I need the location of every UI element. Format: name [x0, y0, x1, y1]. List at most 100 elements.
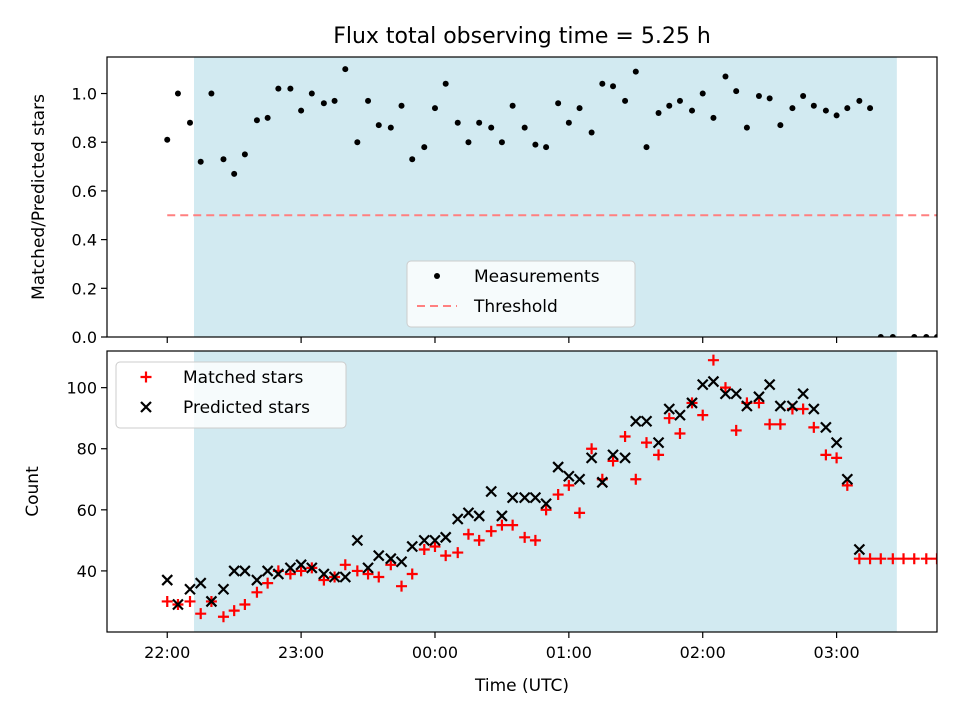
bottom-predicted-stars-point — [295, 559, 307, 571]
top-measurements-point — [543, 144, 550, 151]
top-measurements-point — [877, 334, 884, 337]
bottom-predicted-stars-point — [184, 583, 196, 596]
top-measurements-point — [331, 97, 338, 104]
bottom-matched-stars-point — [864, 553, 876, 565]
bottom-predicted-stars-point — [607, 449, 619, 461]
bottom-legend: Matched stars Predicted stars — [115, 361, 347, 429]
bottom-matched-stars-point — [586, 443, 598, 455]
bottom-matched-stars-point — [707, 354, 719, 366]
top-measurements-point — [375, 122, 382, 129]
bottom-matched-stars-point — [251, 586, 263, 598]
top-measurements-point — [509, 102, 516, 109]
bottom-predicted-stars-point — [820, 421, 832, 434]
bottom-predicted-stars-point — [529, 491, 542, 504]
bottom-matched-stars-point — [406, 568, 418, 580]
bottom-predicted-stars-point — [741, 400, 753, 412]
bottom-axes-frame — [106, 350, 938, 633]
bottom-predicted-stars-point — [328, 571, 341, 583]
bottom-matched-stars-point — [473, 534, 485, 546]
top-measurements-point — [588, 129, 595, 136]
bottom-predicted-stars-point — [686, 397, 698, 409]
bottom-predicted-stars-point — [830, 436, 843, 449]
bottom-ytick-label: 60 — [77, 501, 97, 520]
chart-title: Flux total observing time = 5.25 h — [333, 24, 711, 49]
bottom-predicted-stars-point — [841, 473, 854, 486]
bottom-matched-stars-point — [764, 418, 776, 430]
top-measurements-point — [532, 141, 539, 148]
top-plot: 0.0 0.2 0.4 0.6 0.8 1.0 Matched/Predicted star… — [29, 56, 938, 347]
bottom-predicted-stars-point — [719, 387, 732, 400]
bottom-matched-stars-point — [630, 473, 642, 485]
bottom-predicted-stars-point — [418, 534, 431, 547]
bottom-predicted-stars-point — [774, 400, 787, 412]
bottom-predicted-stars-point — [663, 403, 676, 415]
top-ylabel: Matched/Predicted stars — [29, 94, 49, 300]
top-legend-threshold-label: Threshold — [473, 297, 558, 317]
top-measurements-point — [889, 334, 896, 337]
top-measurements-point — [632, 68, 639, 75]
bottom-matched-stars-point — [774, 418, 786, 430]
top-measurements-point — [789, 105, 796, 112]
bottom-xtick-label: 03:00 — [814, 643, 860, 662]
bottom-matched-stars-point — [898, 553, 910, 565]
bottom-matched-stars-point — [908, 553, 920, 565]
bottom-matched-stars-point — [284, 568, 296, 580]
top-legend-measurements-label: Measurements — [474, 267, 600, 287]
top-ytick-label: 0.8 — [72, 133, 97, 152]
bottom-matched-stars-point — [540, 504, 552, 516]
bottom-predicted-stars-point — [205, 595, 218, 608]
top-measurements-point — [911, 334, 918, 337]
bottom-matched-stars-point — [920, 553, 932, 565]
top-measurements-point — [164, 136, 171, 143]
bottom-predicted-stars-point — [506, 491, 519, 504]
top-measurements-point — [174, 90, 181, 97]
bottom-matched-stars-point — [831, 452, 843, 464]
bottom-matched-stars-point — [239, 599, 251, 611]
bottom-xtick-label: 22:00 — [144, 643, 190, 662]
bottom-predicted-stars-point — [753, 391, 765, 403]
top-measurements-point — [488, 124, 495, 131]
bottom-matched-stars-point — [841, 479, 853, 491]
bottom-predicted-stars-point — [318, 568, 330, 580]
bottom-predicted-stars-point — [696, 378, 709, 391]
bottom-matched-stars-point — [529, 534, 541, 546]
bottom-predicted-stars-point — [439, 531, 452, 544]
bottom-matched-stars-point — [396, 580, 408, 592]
bottom-matched-stars-point — [607, 455, 619, 467]
bottom-matched-stars-point — [339, 559, 351, 571]
bottom-plot: 40 60 80 100 22:00 23:00 00:00 01:00 02:00 03:00 C… — [23, 350, 938, 662]
top-measurements-point — [643, 144, 650, 151]
top-measurements-point — [666, 102, 673, 109]
top-measurements-point — [431, 105, 438, 112]
top-measurements-point — [275, 85, 282, 92]
bottom-data-layer — [161, 354, 937, 623]
top-measurements-point — [833, 112, 840, 119]
bottom-xtick-label: 01:00 — [546, 643, 592, 662]
bottom-matched-stars-point — [663, 412, 675, 424]
bottom-predicted-stars-point — [339, 571, 352, 583]
bottom-ytick-label: 100 — [66, 379, 97, 398]
top-measurements-point — [298, 107, 305, 114]
bottom-predicted-stars-point — [707, 375, 720, 388]
bottom-xtick-label: 02:00 — [680, 643, 726, 662]
bottom-matched-stars-point — [641, 437, 652, 449]
bottom-predicted-stars-point — [485, 485, 497, 498]
top-measurements-point — [844, 105, 851, 112]
top-measurements-point — [308, 90, 315, 97]
top-measurements-point — [565, 119, 572, 126]
bottom-legend-matched-stars-swatch — [140, 371, 152, 383]
top-measurements-point — [241, 151, 248, 158]
bottom-matched-stars-point — [485, 525, 497, 537]
bottom-predicted-stars-point — [194, 577, 207, 589]
top-measurements-point — [320, 100, 327, 107]
bottom-predicted-stars-point — [652, 436, 665, 449]
bottom-predicted-stars-point — [161, 574, 174, 586]
bottom-matched-stars-point — [217, 611, 229, 623]
bottom-predicted-stars-point — [251, 574, 263, 586]
top-measurements-point — [923, 334, 930, 337]
bottom-predicted-stars-point — [385, 552, 397, 565]
top-axes-frame — [106, 56, 938, 338]
bottom-legend-matched-stars-label: Matched stars — [183, 368, 303, 388]
bottom-ytick-label: 80 — [77, 440, 97, 459]
bottom-predicted-stars-point — [797, 387, 809, 400]
